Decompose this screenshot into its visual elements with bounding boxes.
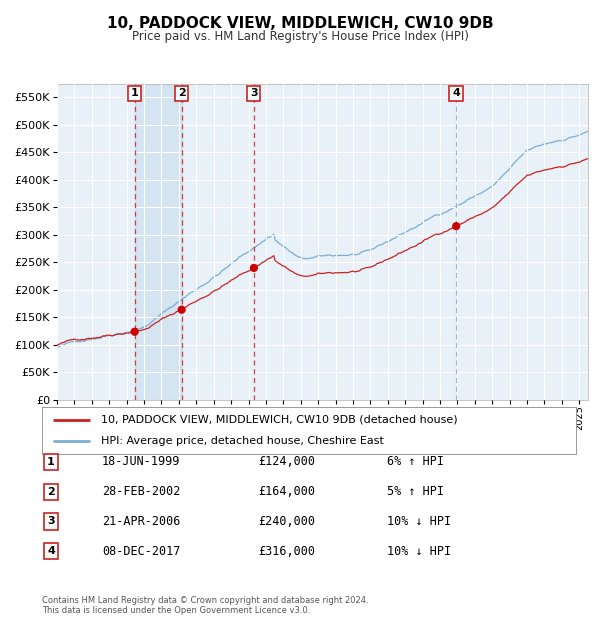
Text: 2: 2 [47,487,55,497]
Text: 6% ↑ HPI: 6% ↑ HPI [387,456,444,468]
Text: 10, PADDOCK VIEW, MIDDLEWICH, CW10 9DB (detached house): 10, PADDOCK VIEW, MIDDLEWICH, CW10 9DB (… [101,415,457,425]
Text: 1: 1 [131,89,139,99]
Text: £316,000: £316,000 [258,545,315,557]
Text: 10% ↓ HPI: 10% ↓ HPI [387,545,451,557]
Text: Contains HM Land Registry data © Crown copyright and database right 2024.
This d: Contains HM Land Registry data © Crown c… [42,596,368,615]
Bar [134,84,182,400]
Text: 4: 4 [452,89,460,99]
Text: 18-JUN-1999: 18-JUN-1999 [102,456,181,468]
Text: 4: 4 [47,546,55,556]
Point [130,327,139,337]
Text: HPI: Average price, detached house, Cheshire East: HPI: Average price, detached house, Ches… [101,436,383,446]
Point [249,263,259,273]
Text: 3: 3 [250,89,258,99]
Text: Price paid vs. HM Land Registry's House Price Index (HPI): Price paid vs. HM Land Registry's House … [131,30,469,43]
Text: 1: 1 [47,457,55,467]
Text: 3: 3 [47,516,55,526]
Text: 28-FEB-2002: 28-FEB-2002 [102,485,181,498]
Text: £164,000: £164,000 [258,485,315,498]
Text: £124,000: £124,000 [258,456,315,468]
Text: £240,000: £240,000 [258,515,315,528]
Text: 08-DEC-2017: 08-DEC-2017 [102,545,181,557]
Text: 10% ↓ HPI: 10% ↓ HPI [387,515,451,528]
Text: 5% ↑ HPI: 5% ↑ HPI [387,485,444,498]
Point [177,305,187,315]
Text: 2: 2 [178,89,185,99]
Text: 10, PADDOCK VIEW, MIDDLEWICH, CW10 9DB: 10, PADDOCK VIEW, MIDDLEWICH, CW10 9DB [107,16,493,30]
Point [451,221,461,231]
Text: 21-APR-2006: 21-APR-2006 [102,515,181,528]
